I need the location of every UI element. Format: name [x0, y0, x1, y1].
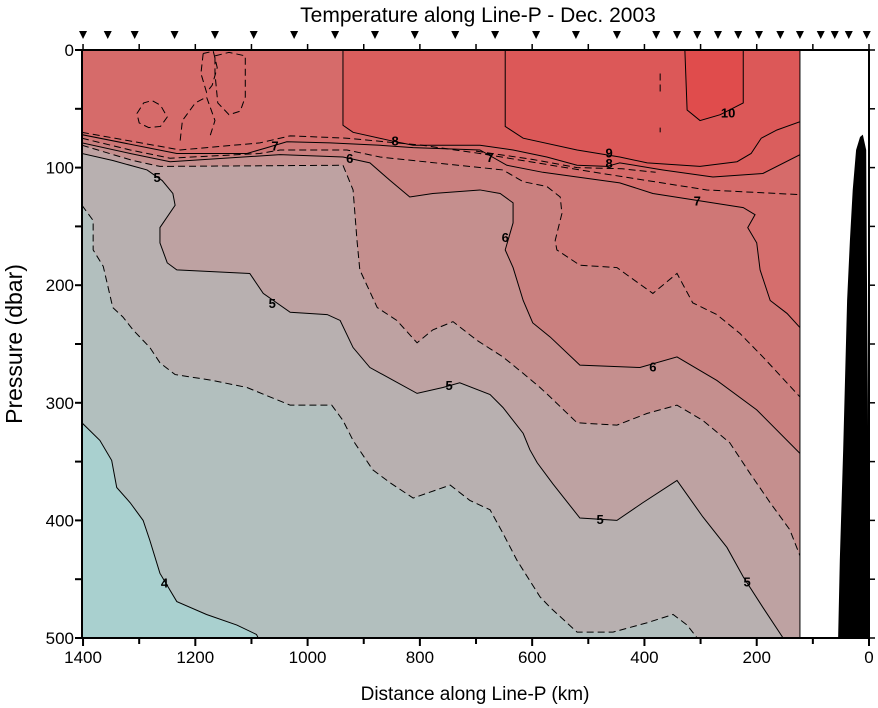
contour-line-5	[82, 153, 784, 638]
seafloor-shape	[838, 134, 869, 638]
y-tick-label: 100	[46, 159, 74, 178]
contour-label: 5	[445, 378, 452, 393]
contour-label: 9	[605, 145, 612, 160]
contour-label: 5	[269, 296, 276, 311]
y-tick-label: 200	[46, 276, 74, 295]
y-tick-label: 300	[46, 394, 74, 413]
y-tick-label: 400	[46, 511, 74, 530]
contour-label: 6	[346, 151, 353, 166]
contour-line-7_5	[214, 51, 246, 116]
station-marker	[693, 31, 702, 39]
station-marker	[612, 31, 621, 39]
contour-line-8_5	[475, 150, 656, 173]
contour-line-7_5	[200, 50, 218, 94]
y-tick-label: 0	[65, 41, 74, 60]
contour-label: 6	[502, 230, 509, 245]
y-axis-title: Pressure (dbar)	[1, 264, 27, 424]
y-tick-label: 500	[46, 629, 74, 648]
contour-line-5_5	[82, 144, 800, 556]
station-marker	[830, 31, 839, 39]
contour-label: 7	[486, 150, 493, 165]
contour-line-9	[504, 50, 800, 167]
contour-label: 5	[596, 512, 603, 527]
contour-label: 8	[605, 156, 612, 171]
contour-line-7_5	[179, 96, 216, 141]
station-marker	[370, 31, 379, 39]
x-tick-label: 0	[864, 648, 873, 667]
contour-label: 10	[721, 105, 735, 120]
contour-label: 5	[744, 575, 751, 590]
station-marker	[331, 31, 340, 39]
station-marker	[816, 31, 825, 39]
contour-label: 5	[154, 170, 161, 185]
station-marker	[451, 31, 460, 39]
contour-label: 6	[649, 359, 656, 374]
station-marker	[652, 31, 661, 39]
station-marker	[571, 31, 580, 39]
contour-line-7_5	[136, 100, 168, 129]
station-marker	[776, 31, 785, 39]
x-tick-label: 1000	[289, 648, 327, 667]
contour-line-7	[82, 134, 800, 328]
contour-line-8	[342, 50, 800, 178]
contour-lines	[82, 50, 800, 638]
contour-line-10	[684, 50, 744, 122]
station-marker	[79, 31, 88, 39]
contour-line-4	[82, 422, 259, 638]
contour-line-4_5	[82, 204, 698, 638]
chart-title: Temperature along Line-P - Dec. 2003	[300, 4, 656, 27]
x-tick-label: 1200	[176, 648, 214, 667]
contour-label: 8	[392, 134, 399, 149]
contour-line-6	[82, 142, 800, 454]
x-axis-title: Distance along Line-P (km)	[361, 684, 590, 705]
station-marker	[532, 31, 541, 39]
station-marker	[844, 31, 853, 39]
x-tick-label: 200	[743, 648, 771, 667]
station-marker	[249, 31, 258, 39]
station-marker	[130, 31, 139, 39]
band-above-10	[684, 50, 744, 121]
station-marker	[795, 31, 804, 39]
station-marker	[170, 31, 179, 39]
station-marker	[103, 31, 112, 39]
contour-label: 7	[271, 138, 278, 153]
contour-fills	[82, 50, 800, 638]
station-marker	[491, 31, 500, 39]
station-markers	[79, 31, 871, 39]
axes: 1400 1200 1000 800 600 400 200 0 0 100 200 300 400 50…	[46, 41, 875, 667]
contour-line-6_5	[82, 137, 800, 398]
station-marker	[734, 31, 743, 39]
x-tick-label: 400	[630, 648, 658, 667]
station-marker	[290, 31, 299, 39]
bathymetry	[838, 134, 869, 638]
station-marker	[210, 31, 219, 39]
x-tick-label: 800	[406, 648, 434, 667]
station-marker	[862, 31, 871, 39]
station-marker	[410, 31, 419, 39]
contour-line-7_5	[82, 131, 800, 196]
station-marker	[673, 31, 682, 39]
contour-label: 4	[161, 576, 169, 591]
x-tick-label: 1400	[64, 648, 102, 667]
contour-label: 7	[694, 194, 701, 209]
x-tick-label: 600	[518, 648, 546, 667]
station-marker	[754, 31, 763, 39]
station-marker	[713, 31, 722, 39]
